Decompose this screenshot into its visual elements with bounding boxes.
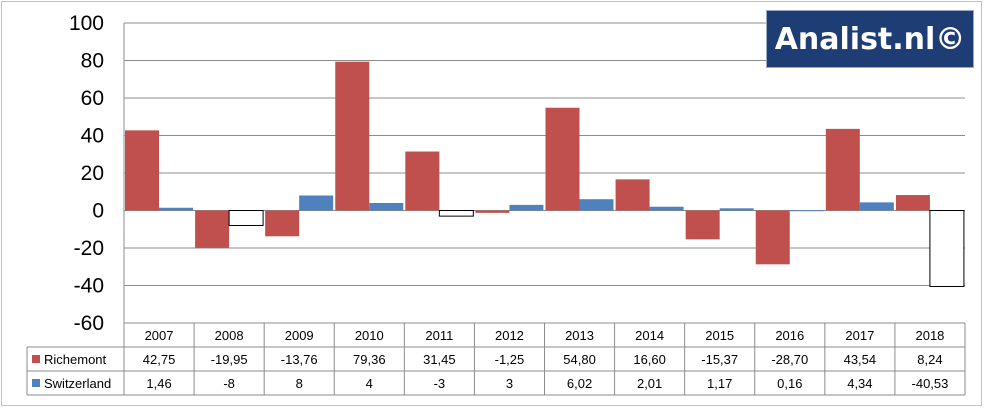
bar-richemont-2015	[685, 210, 720, 240]
data-label-switzerland: -40,53	[912, 376, 949, 391]
x-tick-label: 2007	[145, 328, 174, 343]
bar-switzerland-2009	[299, 195, 334, 211]
bar-switzerland-2014	[649, 206, 684, 211]
data-label-switzerland: 8	[296, 376, 303, 391]
data-label-richemont: -1,25	[495, 352, 525, 367]
data-label-richemont: -15,37	[701, 352, 738, 367]
data-label-richemont: 31,45	[423, 352, 456, 367]
y-tick-label: 0	[92, 200, 104, 223]
data-label-richemont: 16,60	[633, 352, 666, 367]
data-label-switzerland: -8	[223, 376, 235, 391]
bar-richemont-2007	[125, 130, 159, 211]
bar-richemont-2017	[825, 128, 860, 211]
legend-key-switzerland	[32, 379, 40, 387]
data-label-richemont: 54,80	[563, 352, 596, 367]
data-label-richemont: 8,24	[917, 352, 942, 367]
data-label-switzerland: 2,01	[637, 376, 662, 391]
legend-label-switzerland: Switzerland	[44, 376, 111, 391]
data-label-richemont: 42,75	[143, 352, 176, 367]
bar-richemont-2013	[545, 107, 580, 211]
y-tick-label: 80	[81, 50, 104, 73]
x-tick-label: 2012	[495, 328, 524, 343]
data-label-richemont: -19,95	[211, 352, 248, 367]
y-tick-label: -20	[74, 237, 104, 260]
data-label-richemont: 43,54	[844, 352, 877, 367]
watermark-text: Analist.nl©	[774, 21, 966, 57]
y-tick-label: -60	[74, 312, 104, 335]
bar-switzerland-2007	[159, 207, 193, 211]
x-tick-label: 2015	[705, 328, 734, 343]
bar-switzerland-2016	[789, 210, 824, 212]
bar-richemont-2016	[755, 210, 790, 265]
data-label-richemont: -28,70	[771, 352, 808, 367]
x-tick-label: 2016	[775, 328, 804, 343]
analist-logo-watermark: Analist.nl©	[766, 10, 974, 68]
x-tick-label: 2011	[425, 328, 453, 343]
data-label-switzerland: 6,02	[567, 376, 592, 391]
y-tick-label: 100	[69, 12, 104, 35]
legend-key-richemont	[32, 355, 40, 363]
data-label-richemont: 79,36	[353, 352, 386, 367]
x-tick-label: 2009	[285, 328, 314, 343]
bar-switzerland-2011	[438, 210, 474, 217]
bar-richemont-2009	[265, 210, 300, 237]
y-tick-label: -40	[74, 275, 104, 298]
bar-switzerland-2008	[228, 210, 264, 226]
data-label-switzerland: -3	[434, 376, 446, 391]
data-label-switzerland: 1,17	[707, 376, 732, 391]
bar-richemont-2010	[335, 61, 370, 211]
data-label-switzerland: 4,34	[847, 376, 872, 391]
bar-switzerland-2018	[929, 210, 965, 287]
x-tick-label: 2008	[215, 328, 244, 343]
x-tick-label: 2010	[355, 328, 384, 343]
x-tick-label: 2014	[635, 328, 664, 343]
bar-richemont-2008	[195, 210, 230, 248]
x-tick-label: 2018	[915, 328, 944, 343]
y-tick-label: 40	[81, 125, 104, 148]
y-tick-label: 20	[81, 162, 104, 185]
bar-switzerland-2012	[509, 204, 544, 211]
x-tick-label: 2017	[845, 328, 874, 343]
bar-richemont-2014	[615, 179, 650, 211]
bar-richemont-2011	[405, 151, 440, 211]
data-label-switzerland: 1,46	[146, 376, 171, 391]
legend-label-richemont: Richemont	[44, 352, 107, 367]
x-tick-label: 2013	[565, 328, 594, 343]
data-label-richemont: -13,76	[281, 352, 318, 367]
data-label-switzerland: 4	[366, 376, 373, 391]
data-label-switzerland: 3	[506, 376, 513, 391]
bar-richemont-2012	[475, 210, 510, 213]
bar-switzerland-2015	[719, 208, 754, 211]
bar-switzerland-2013	[579, 199, 614, 211]
data-label-switzerland: 0,16	[777, 376, 802, 391]
bar-richemont-2018	[895, 195, 930, 211]
y-tick-label: 60	[81, 87, 104, 110]
bar-switzerland-2017	[859, 202, 894, 211]
bar-switzerland-2010	[369, 203, 404, 211]
